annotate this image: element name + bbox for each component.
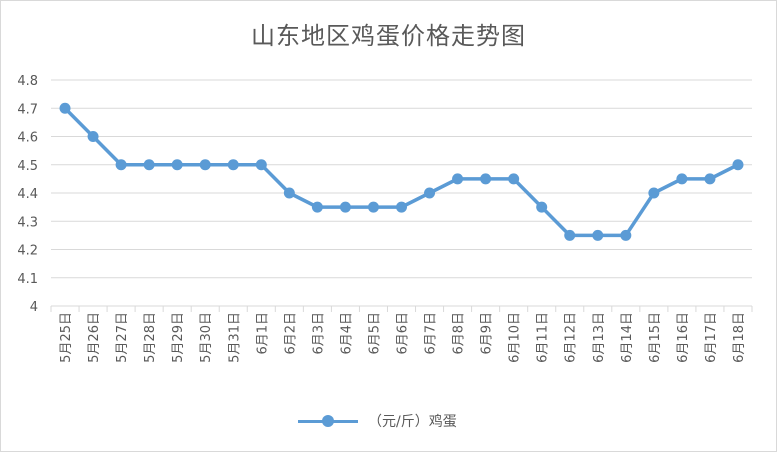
data-point bbox=[143, 159, 155, 171]
x-tick-label: 5月25日 bbox=[59, 312, 74, 363]
x-tick-label: 6月8日 bbox=[452, 312, 467, 355]
data-point bbox=[87, 131, 99, 142]
x-tick-label: 6月17日 bbox=[704, 312, 719, 363]
x-tick-label: 6月14日 bbox=[620, 312, 635, 363]
data-point bbox=[115, 159, 127, 171]
y-tick-label: 4.5 bbox=[17, 159, 38, 174]
x-tick-label: 6月1日 bbox=[255, 312, 270, 355]
y-tick-label: 4.7 bbox=[17, 102, 38, 117]
x-tick-label: 5月31日 bbox=[227, 312, 242, 363]
x-tick-label: 6月3日 bbox=[311, 312, 326, 355]
data-point bbox=[592, 229, 604, 241]
data-point bbox=[171, 159, 183, 171]
data-point bbox=[732, 159, 744, 171]
x-tick-label: 6月2日 bbox=[283, 312, 298, 355]
x-tick-label: 6月7日 bbox=[424, 312, 439, 355]
x-tick-label: 6月16日 bbox=[676, 312, 691, 363]
data-point bbox=[255, 159, 267, 171]
data-point bbox=[59, 102, 71, 114]
x-tick-label: 5月30日 bbox=[199, 312, 214, 363]
x-tick-label: 6月13日 bbox=[592, 312, 607, 363]
data-point bbox=[199, 159, 211, 171]
legend-label: （元/斤）鸡蛋 bbox=[368, 414, 457, 430]
data-point bbox=[396, 201, 407, 213]
x-tick-label: 6月15日 bbox=[648, 312, 663, 363]
data-point bbox=[283, 187, 295, 199]
x-tick-label: 6月6日 bbox=[396, 312, 411, 355]
data-point bbox=[339, 201, 351, 213]
x-tick-label: 5月28日 bbox=[143, 312, 158, 363]
data-point bbox=[536, 201, 548, 213]
x-tick-label: 6月11日 bbox=[536, 312, 551, 363]
data-point bbox=[424, 187, 436, 199]
x-tick-label: 6月12日 bbox=[564, 312, 579, 363]
x-tick-label: 6月4日 bbox=[339, 312, 354, 355]
y-tick-label: 4.3 bbox=[17, 215, 38, 230]
data-point bbox=[620, 229, 632, 241]
y-tick-label: 4.6 bbox=[17, 131, 38, 146]
data-point bbox=[452, 173, 464, 185]
data-point bbox=[648, 187, 660, 199]
x-tick-label: 5月29日 bbox=[171, 312, 186, 363]
data-point bbox=[676, 173, 688, 185]
data-point bbox=[367, 201, 379, 213]
legend[interactable]: （元/斤）鸡蛋 bbox=[298, 408, 457, 434]
x-tick-label: 6月9日 bbox=[480, 312, 495, 355]
y-tick-label: 4.2 bbox=[17, 244, 38, 259]
data-point bbox=[508, 173, 520, 185]
data-point bbox=[564, 229, 576, 241]
x-tick-label: 6月18日 bbox=[732, 312, 747, 363]
y-tick-label: 4.8 bbox=[17, 74, 38, 89]
data-point bbox=[227, 159, 239, 171]
data-point bbox=[311, 201, 323, 213]
legend-line-marker-icon bbox=[298, 414, 358, 428]
series-line bbox=[63, 107, 739, 238]
x-tick-label: 6月10日 bbox=[508, 312, 523, 363]
chart-title: 山东地区鸡蛋价格走势图 bbox=[251, 22, 526, 50]
x-tick-label: 5月26日 bbox=[87, 312, 102, 363]
y-tick-label: 4.1 bbox=[17, 272, 38, 287]
y-tick-label: 4.4 bbox=[17, 187, 38, 202]
data-point bbox=[480, 173, 492, 185]
x-tick-label: 6月5日 bbox=[367, 312, 382, 355]
y-tick-label: 4 bbox=[30, 300, 38, 315]
x-tick-label: 5月27日 bbox=[115, 312, 130, 363]
data-point bbox=[704, 173, 716, 185]
